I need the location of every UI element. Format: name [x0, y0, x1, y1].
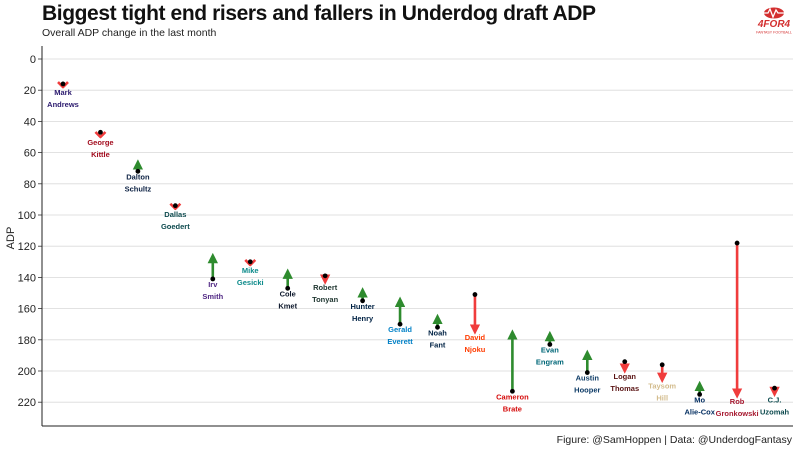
player-first-name: Hunter	[351, 302, 375, 311]
player-last-name: Smith	[202, 292, 223, 301]
previous-adp-point	[247, 259, 253, 265]
player-labels: Mark Andrews George Kittle Dalton Schultz Dall…	[47, 88, 789, 418]
y-axis: 0 20 40 60 80 100 120 140 160 180 200 220 ADP	[5, 46, 793, 427]
previous-adp-point	[210, 276, 216, 282]
logo-brand: 4FOR4	[757, 19, 791, 30]
y-axis-title: ADP	[5, 227, 17, 250]
adp-change-arrow	[94, 131, 107, 139]
chart-title: Biggest tight end risers and fallers in …	[42, 2, 596, 25]
football-heartbeat-icon	[762, 7, 786, 19]
player-first-name: Gerald	[388, 325, 412, 334]
player-last-name: Schultz	[125, 184, 152, 193]
y-tick-label: 80	[24, 179, 36, 191]
y-tick-label: 180	[18, 335, 36, 347]
player-last-name: Hill	[656, 393, 668, 402]
player-last-name: Henry	[352, 314, 374, 323]
player-first-name: Robert	[313, 283, 338, 292]
player-first-name: Austin	[576, 374, 600, 383]
adp-change-arrow	[244, 259, 257, 267]
previous-adp-point	[584, 370, 590, 375]
previous-adp-point	[622, 359, 628, 365]
y-tick-label: 20	[24, 85, 36, 97]
previous-adp-point	[98, 129, 103, 135]
player-last-name: Alie-Cox	[684, 407, 715, 416]
player-first-name: Noah	[428, 328, 447, 337]
gridlines	[42, 58, 793, 403]
player-first-name: David	[465, 333, 486, 342]
player-first-name: Logan	[614, 372, 637, 381]
y-tick-label: 60	[24, 148, 36, 160]
adp-change-arrow	[57, 81, 69, 89]
previous-adp-point	[172, 203, 178, 209]
chart-caption: Figure: @SamHoppen | Data: @UnderdogFant…	[556, 434, 792, 446]
y-tick-label: 120	[18, 241, 36, 253]
previous-adp-point	[510, 388, 515, 394]
player-first-name: Dalton	[126, 172, 150, 181]
previous-adp-point	[60, 81, 66, 87]
player-first-name: Rob	[730, 397, 745, 406]
player-first-name: Mark	[54, 88, 72, 97]
player-first-name: Irv	[208, 280, 218, 289]
previous-adp-point	[734, 240, 740, 246]
player-last-name: Goedert	[161, 222, 190, 231]
previous-adp-point	[435, 324, 440, 330]
player-first-name: Mo	[694, 395, 705, 404]
player-last-name: Kittle	[91, 150, 110, 159]
y-tick-label: 140	[18, 272, 36, 284]
player-first-name: Cole	[280, 289, 296, 298]
player-first-name: C.J.	[768, 395, 782, 404]
y-tick-label: 200	[18, 366, 36, 378]
player-last-name: Kmet	[278, 301, 297, 310]
player-first-name: Cameron	[496, 392, 529, 401]
player-first-name: Evan	[541, 345, 559, 354]
adp-change-arrow	[169, 202, 182, 211]
previous-adp-point	[472, 292, 478, 297]
player-last-name: Uzomah	[760, 407, 790, 416]
player-last-name: Engram	[536, 357, 564, 366]
player-last-name: Tonyan	[312, 295, 339, 304]
previous-adp-point	[360, 298, 365, 304]
previous-adp-point	[322, 273, 328, 279]
player-first-name: Dallas	[164, 210, 186, 219]
previous-adp-point	[697, 392, 703, 397]
y-tick-label: 160	[18, 304, 36, 316]
player-last-name: Brate	[503, 404, 522, 413]
previous-adp-point	[397, 321, 403, 327]
y-tick-label: 40	[24, 116, 36, 128]
player-last-name: Gronkowski	[716, 409, 759, 418]
player-first-name: Taysom	[648, 381, 676, 390]
player-last-name: Njoku	[465, 345, 486, 354]
player-first-name: Mike	[242, 266, 259, 275]
previous-adp-point	[659, 362, 665, 368]
player-last-name: Hooper	[574, 386, 600, 395]
previous-adp-point	[285, 285, 291, 291]
previous-adp-point	[547, 342, 553, 347]
player-first-name: George	[87, 138, 113, 147]
player-last-name: Fant	[430, 340, 446, 349]
data-marks	[57, 81, 780, 399]
y-tick-label: 220	[18, 397, 36, 409]
y-tick-label: 0	[30, 54, 36, 66]
player-last-name: Gesicki	[237, 278, 264, 287]
previous-adp-point	[135, 168, 141, 174]
player-last-name: Everett	[387, 337, 413, 346]
logo-tagline: FANTASY FOOTBALL	[756, 31, 792, 35]
chart-subtitle: Overall ADP change in the last month	[42, 27, 217, 39]
brand-logo: 4FOR4 FANTASY FOOTBALL	[756, 7, 792, 35]
player-last-name: Thomas	[610, 384, 639, 393]
previous-adp-point	[772, 385, 777, 391]
y-tick-label: 100	[18, 210, 36, 222]
player-last-name: Andrews	[47, 100, 79, 109]
